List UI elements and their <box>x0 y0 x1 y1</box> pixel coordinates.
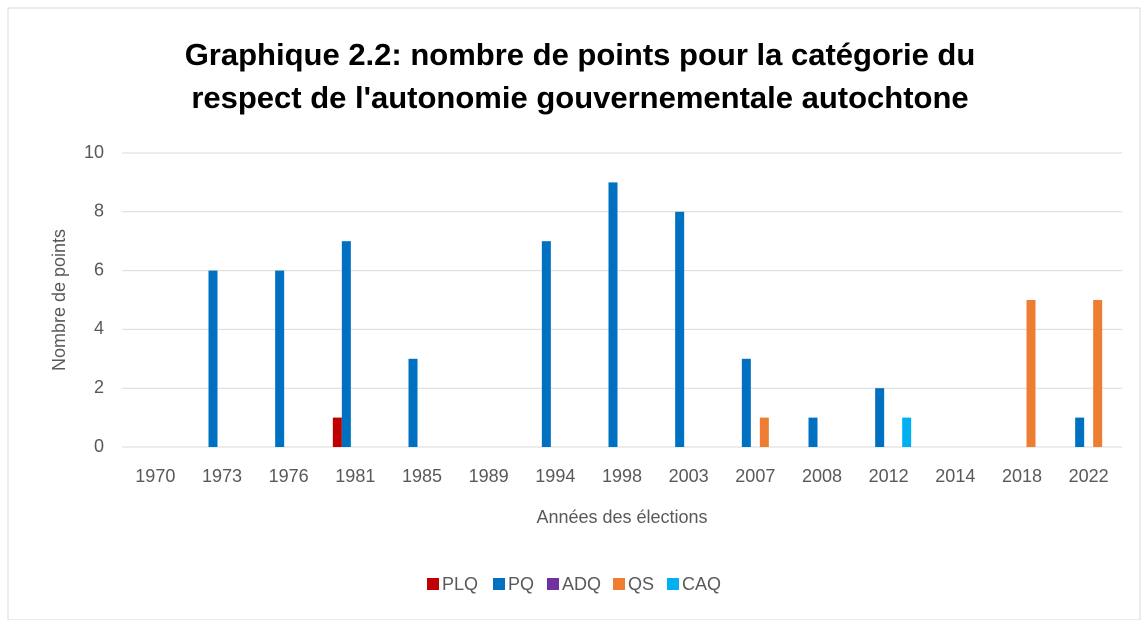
legend-label: PQ <box>508 574 534 594</box>
bar <box>759 417 769 447</box>
bar <box>408 358 418 447</box>
bar <box>741 358 751 447</box>
bar <box>1075 417 1085 447</box>
bar <box>341 241 351 447</box>
bar <box>875 388 885 447</box>
x-tick-label: 2022 <box>1069 466 1109 486</box>
legend-swatch <box>613 578 625 590</box>
chart-title: respect de l'autonomie gouvernementale a… <box>191 80 968 115</box>
x-axis-label: Années des élections <box>536 507 707 527</box>
bar <box>1093 300 1103 447</box>
x-tick-label: 2018 <box>1002 466 1042 486</box>
x-tick-label: 1998 <box>602 466 642 486</box>
y-tick-label: 2 <box>94 377 104 397</box>
chart-border <box>7 7 1141 621</box>
y-tick-label: 6 <box>94 259 104 279</box>
y-tick-label: 8 <box>94 201 104 221</box>
bar <box>902 417 912 447</box>
x-tick-label: 1989 <box>469 466 509 486</box>
x-tick-label: 2007 <box>735 466 775 486</box>
x-tick-label: 2014 <box>935 466 975 486</box>
legend-swatch <box>667 578 679 590</box>
y-tick-label: 0 <box>94 436 104 456</box>
x-tick-label: 1970 <box>135 466 175 486</box>
x-tick-label: 1976 <box>269 466 309 486</box>
legend-label: CAQ <box>682 574 721 594</box>
legend-swatch <box>493 578 505 590</box>
x-tick-label: 1985 <box>402 466 442 486</box>
x-tick-label: 1973 <box>202 466 242 486</box>
bar <box>675 211 685 447</box>
chart-title: Graphique 2.2: nombre de points pour la … <box>185 37 976 72</box>
bar <box>208 270 218 447</box>
x-tick-label: 1994 <box>535 466 575 486</box>
bar <box>1026 300 1036 447</box>
bar <box>541 241 551 447</box>
legend-swatch <box>547 578 559 590</box>
bar <box>332 417 342 447</box>
y-tick-label: 10 <box>84 142 104 162</box>
legend-label: ADQ <box>562 574 601 594</box>
legend-swatch <box>427 578 439 590</box>
legend-label: QS <box>628 574 654 594</box>
y-axis-label: Nombre de points <box>49 229 69 371</box>
legend-label: PLQ <box>442 574 478 594</box>
x-tick-label: 2003 <box>669 466 709 486</box>
bar <box>275 270 285 447</box>
x-tick-label: 1981 <box>335 466 375 486</box>
y-tick-label: 4 <box>94 318 104 338</box>
bar <box>808 417 818 447</box>
x-tick-label: 2008 <box>802 466 842 486</box>
bar <box>608 182 618 447</box>
x-tick-label: 2012 <box>869 466 909 486</box>
